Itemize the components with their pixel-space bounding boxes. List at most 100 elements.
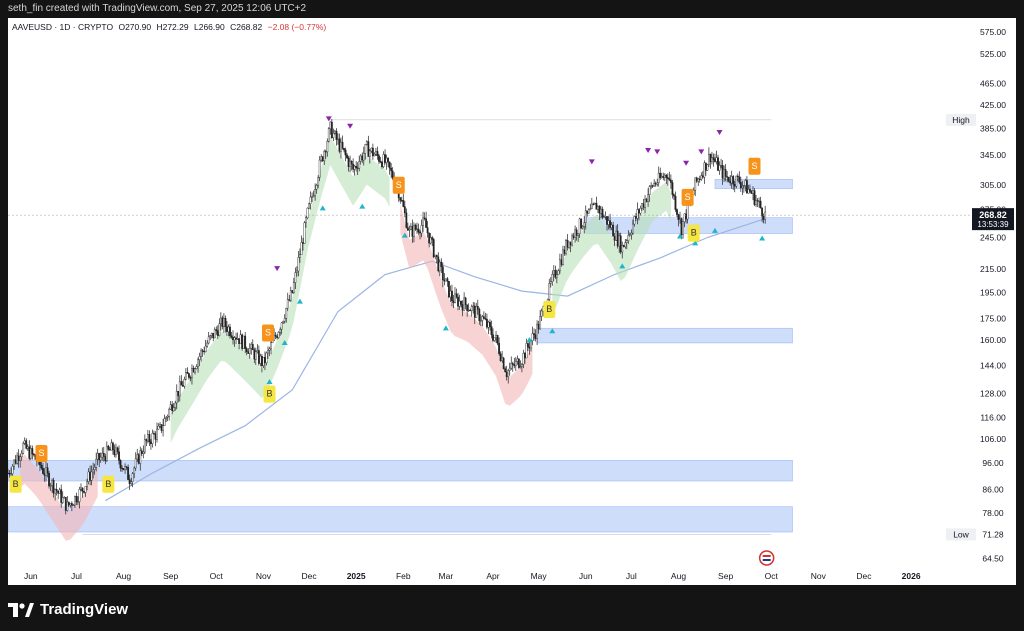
candle-body bbox=[741, 185, 744, 189]
candle-body bbox=[116, 447, 119, 452]
candle-body bbox=[469, 309, 472, 312]
candle-body bbox=[644, 198, 646, 208]
candle-body bbox=[423, 217, 426, 219]
candle-body bbox=[344, 149, 347, 156]
candle-body bbox=[534, 334, 537, 339]
candle-body bbox=[747, 189, 750, 194]
candle-body bbox=[624, 242, 627, 248]
candle-body bbox=[333, 130, 336, 134]
candle-body bbox=[598, 206, 601, 214]
candle-body bbox=[572, 235, 575, 238]
y-tick-label: 78.00 bbox=[982, 508, 1004, 518]
candle-body bbox=[335, 130, 338, 140]
candle-body bbox=[752, 190, 754, 194]
candle-body bbox=[495, 335, 497, 339]
y-tick-label: 96.00 bbox=[982, 458, 1004, 468]
buy-signal-badge bbox=[9, 475, 22, 493]
sell-signal-badge bbox=[35, 445, 48, 463]
candle-body bbox=[280, 322, 283, 330]
candle-body bbox=[245, 348, 248, 352]
candle-body bbox=[118, 451, 120, 461]
candle-body bbox=[426, 227, 429, 234]
candle-body bbox=[490, 326, 493, 335]
candle-body bbox=[701, 175, 704, 178]
candle-body bbox=[16, 455, 19, 464]
candle-body bbox=[54, 488, 57, 494]
candle-body bbox=[730, 176, 733, 184]
y-tick-label: 305.00 bbox=[980, 180, 1006, 190]
candle-body bbox=[742, 185, 745, 187]
candle-body bbox=[251, 344, 254, 351]
candle-body bbox=[305, 217, 307, 224]
candle-body bbox=[676, 209, 678, 215]
candle-body bbox=[549, 281, 552, 284]
candle-body bbox=[99, 456, 102, 461]
candle-body bbox=[440, 261, 443, 267]
candle-body bbox=[635, 216, 637, 219]
candle-body bbox=[703, 162, 706, 178]
candle-body bbox=[714, 159, 716, 162]
x-tick-label: Jun bbox=[24, 571, 38, 581]
candle-body bbox=[449, 290, 452, 298]
candle-body bbox=[443, 279, 446, 282]
candle-body bbox=[700, 175, 703, 180]
candle-body bbox=[11, 466, 14, 474]
candle-body bbox=[221, 317, 224, 327]
candle-body bbox=[388, 161, 391, 169]
candle-body bbox=[154, 433, 157, 440]
candle-body bbox=[566, 240, 569, 248]
candle-body bbox=[391, 170, 394, 179]
sell-signal-badge bbox=[681, 188, 694, 206]
candle-body bbox=[52, 480, 55, 494]
x-tick-label: Nov bbox=[811, 571, 827, 581]
candle-body bbox=[77, 501, 79, 503]
candle-body bbox=[473, 305, 476, 318]
candle-body bbox=[519, 366, 522, 368]
candle-body bbox=[212, 332, 215, 339]
candle-body bbox=[704, 162, 707, 171]
candle-body bbox=[209, 335, 212, 338]
candle-body bbox=[370, 147, 373, 152]
candle-body bbox=[565, 240, 567, 254]
candle-body bbox=[163, 418, 166, 426]
candle-body bbox=[256, 350, 259, 353]
candle-body bbox=[425, 218, 428, 228]
candle-body bbox=[64, 497, 67, 511]
candle-body bbox=[332, 132, 335, 139]
candle-body bbox=[121, 467, 123, 469]
candle-body bbox=[607, 220, 610, 225]
candle-body bbox=[197, 359, 199, 367]
candle-body bbox=[630, 232, 633, 235]
candle-body bbox=[577, 233, 580, 236]
candle-body bbox=[195, 366, 198, 369]
candle-body bbox=[232, 336, 234, 341]
candle-body bbox=[524, 353, 526, 359]
candle-body bbox=[70, 503, 73, 506]
candle-body bbox=[83, 491, 85, 493]
candle-body bbox=[406, 227, 409, 231]
candle-body bbox=[574, 229, 577, 238]
chart-panel[interactable]: B S B B S S B S B S 575.00 525.00 465.00 425.00 385.00… bbox=[8, 18, 1016, 585]
candle-body bbox=[673, 194, 675, 197]
candle-body bbox=[80, 487, 82, 490]
buy-signal-label: B bbox=[105, 479, 111, 489]
candle-body bbox=[416, 228, 418, 230]
candle-body bbox=[175, 390, 178, 404]
sell-signal-label: S bbox=[265, 328, 271, 338]
price-chart[interactable]: B S B B S S B S B S 575.00 525.00 465.00 425.00 385.00… bbox=[8, 18, 1016, 585]
symbol-legend: AAVEUSD · 1D · CRYPTO O270.90 H272.29 L2… bbox=[12, 22, 329, 32]
candle-body bbox=[641, 203, 643, 209]
low-label-text: Low bbox=[953, 529, 969, 539]
candle-body bbox=[451, 290, 453, 301]
down-arrow-marker bbox=[698, 149, 705, 155]
candle-body bbox=[181, 384, 184, 387]
x-tick-label: May bbox=[531, 571, 548, 581]
candle-body bbox=[110, 442, 113, 451]
candle-body bbox=[207, 336, 210, 344]
candle-body bbox=[311, 196, 313, 198]
candle-body bbox=[42, 467, 44, 474]
candle-body bbox=[213, 329, 216, 339]
candle-body bbox=[708, 153, 710, 165]
candle-body bbox=[478, 309, 481, 322]
tradingview-logo[interactable]: TradingView bbox=[8, 601, 128, 618]
